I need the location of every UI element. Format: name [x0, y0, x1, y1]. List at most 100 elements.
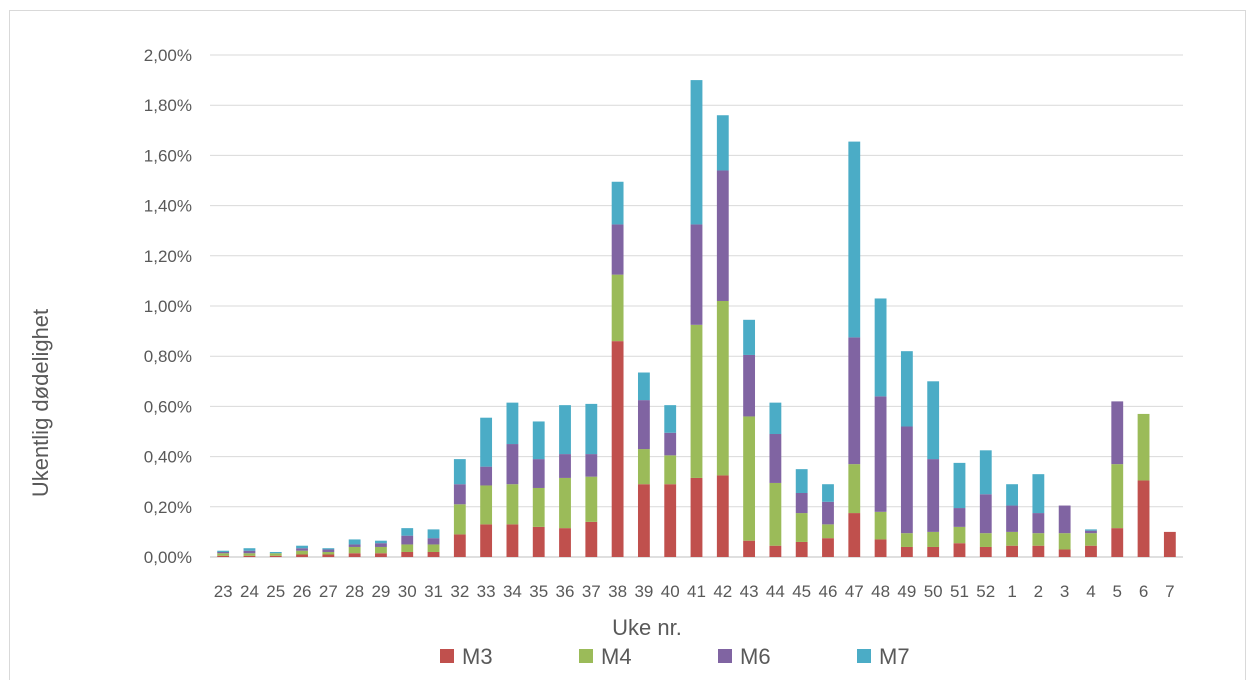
bar-m4-33	[480, 485, 493, 525]
bar-m6-2	[1032, 513, 1045, 534]
bar-m7-43	[743, 319, 756, 355]
bar-m6-28	[348, 544, 361, 547]
legend-swatch-m7	[857, 649, 871, 663]
bar-m6-44	[769, 434, 782, 483]
x-tick-label: 3	[1060, 582, 1069, 601]
bar-m7-39	[637, 372, 650, 401]
bar-m3-45	[795, 541, 808, 557]
bar-m7-32	[453, 459, 466, 485]
bar-m6-43	[743, 354, 756, 417]
bar-m7-50	[927, 381, 940, 460]
bar-m6-34	[506, 444, 519, 485]
bar-m7-24	[243, 548, 256, 551]
bar-m6-47	[848, 337, 861, 465]
bar-m6-52	[979, 494, 992, 534]
bar-m3-37	[585, 521, 598, 557]
bar-m7-1	[1006, 484, 1018, 506]
x-tick-label: 27	[319, 582, 338, 601]
bar-m7-29	[375, 540, 387, 544]
legend-swatch-m3	[440, 649, 454, 663]
x-tick-label: 29	[371, 582, 390, 601]
x-tick-label: 44	[766, 582, 785, 601]
y-tick-label: 1,40%	[144, 197, 192, 216]
bar-m3-3	[1058, 549, 1071, 557]
x-tick-label: 36	[556, 582, 575, 601]
bar-m7-40	[664, 405, 677, 433]
x-tick-label: 41	[687, 582, 706, 601]
bar-m3-33	[480, 524, 493, 557]
bar-m3-32	[453, 534, 466, 557]
y-tick-label: 0,60%	[144, 397, 192, 416]
x-tick-label: 1	[1007, 582, 1016, 601]
bar-m3-41	[690, 477, 703, 557]
bar-m4-51	[953, 526, 966, 544]
y-tick-label: 1,60%	[144, 146, 192, 165]
bar-m6-51	[953, 508, 966, 527]
bar-m3-46	[822, 538, 834, 557]
chart-frame	[9, 10, 1246, 680]
bar-m4-25	[269, 553, 282, 556]
bar-m7-26	[296, 545, 308, 549]
bar-m6-37	[585, 454, 598, 477]
bar-m4-5	[1111, 464, 1124, 529]
x-tick-label: 49	[897, 582, 916, 601]
bar-m4-44	[769, 482, 782, 546]
bar-m3-24	[243, 555, 256, 557]
bar-m3-26	[296, 554, 308, 557]
bar-m7-30	[401, 528, 414, 536]
y-tick-label: 1,80%	[144, 96, 192, 115]
x-tick-label: 35	[529, 582, 548, 601]
y-tick-label: 0,20%	[144, 498, 192, 517]
bar-m4-50	[927, 531, 940, 547]
bar-m6-42	[716, 170, 729, 301]
bar-m6-36	[559, 454, 571, 478]
bar-m7-27	[322, 548, 335, 550]
x-axis-tick-labels: 23 24 25 26 27 28 29 30 31 32 33 34 35 36 37 38 39 40 41 42…	[214, 582, 1175, 601]
bar-m4-31	[427, 544, 440, 552]
legend-label-m7: M7	[879, 644, 910, 669]
y-tick-label: 0,00%	[144, 548, 192, 567]
x-tick-label: 24	[240, 582, 259, 601]
bar-m4-28	[348, 546, 361, 554]
bar-m7-41	[690, 80, 703, 225]
bar-m4-29	[375, 546, 387, 554]
x-tick-label: 51	[950, 582, 969, 601]
x-tick-label: 52	[976, 582, 995, 601]
bar-m3-38	[611, 341, 624, 557]
bar-m6-1	[1006, 505, 1018, 532]
bar-m6-46	[822, 501, 834, 525]
bar-m4-34	[506, 484, 519, 525]
bar-m4-45	[795, 513, 808, 542]
x-tick-label: 30	[398, 582, 417, 601]
bar-m4-48	[874, 511, 887, 540]
bar-m6-3	[1058, 505, 1071, 534]
bar-m7-51	[953, 462, 966, 509]
bar-m3-49	[900, 546, 913, 557]
bar-m3-29	[375, 553, 387, 557]
legend-swatch-m6	[718, 649, 732, 663]
x-tick-label: 48	[871, 582, 890, 601]
bar-m4-24	[243, 553, 256, 556]
x-tick-label: 40	[661, 582, 680, 601]
bar-m6-50	[927, 459, 940, 532]
bar-m7-38	[611, 181, 624, 225]
bar-m6-30	[401, 535, 414, 545]
x-tick-label: 34	[503, 582, 522, 601]
bar-m3-50	[927, 546, 940, 557]
bar-m7-52	[979, 450, 992, 495]
bar-m4-47	[848, 464, 861, 514]
bar-m6-27	[322, 549, 335, 552]
bar-m7-2	[1032, 474, 1045, 514]
bar-m6-35	[532, 459, 545, 488]
bar-m4-42	[716, 300, 729, 476]
bar-m3-6	[1137, 480, 1150, 557]
x-tick-label: 23	[214, 582, 233, 601]
bar-m3-43	[743, 540, 756, 557]
bar-m6-38	[611, 224, 624, 275]
x-tick-label: 43	[740, 582, 759, 601]
bar-m7-46	[822, 484, 834, 502]
bar-m6-5	[1111, 401, 1124, 465]
bar-m3-35	[532, 526, 545, 557]
bar-m4-35	[532, 487, 545, 527]
